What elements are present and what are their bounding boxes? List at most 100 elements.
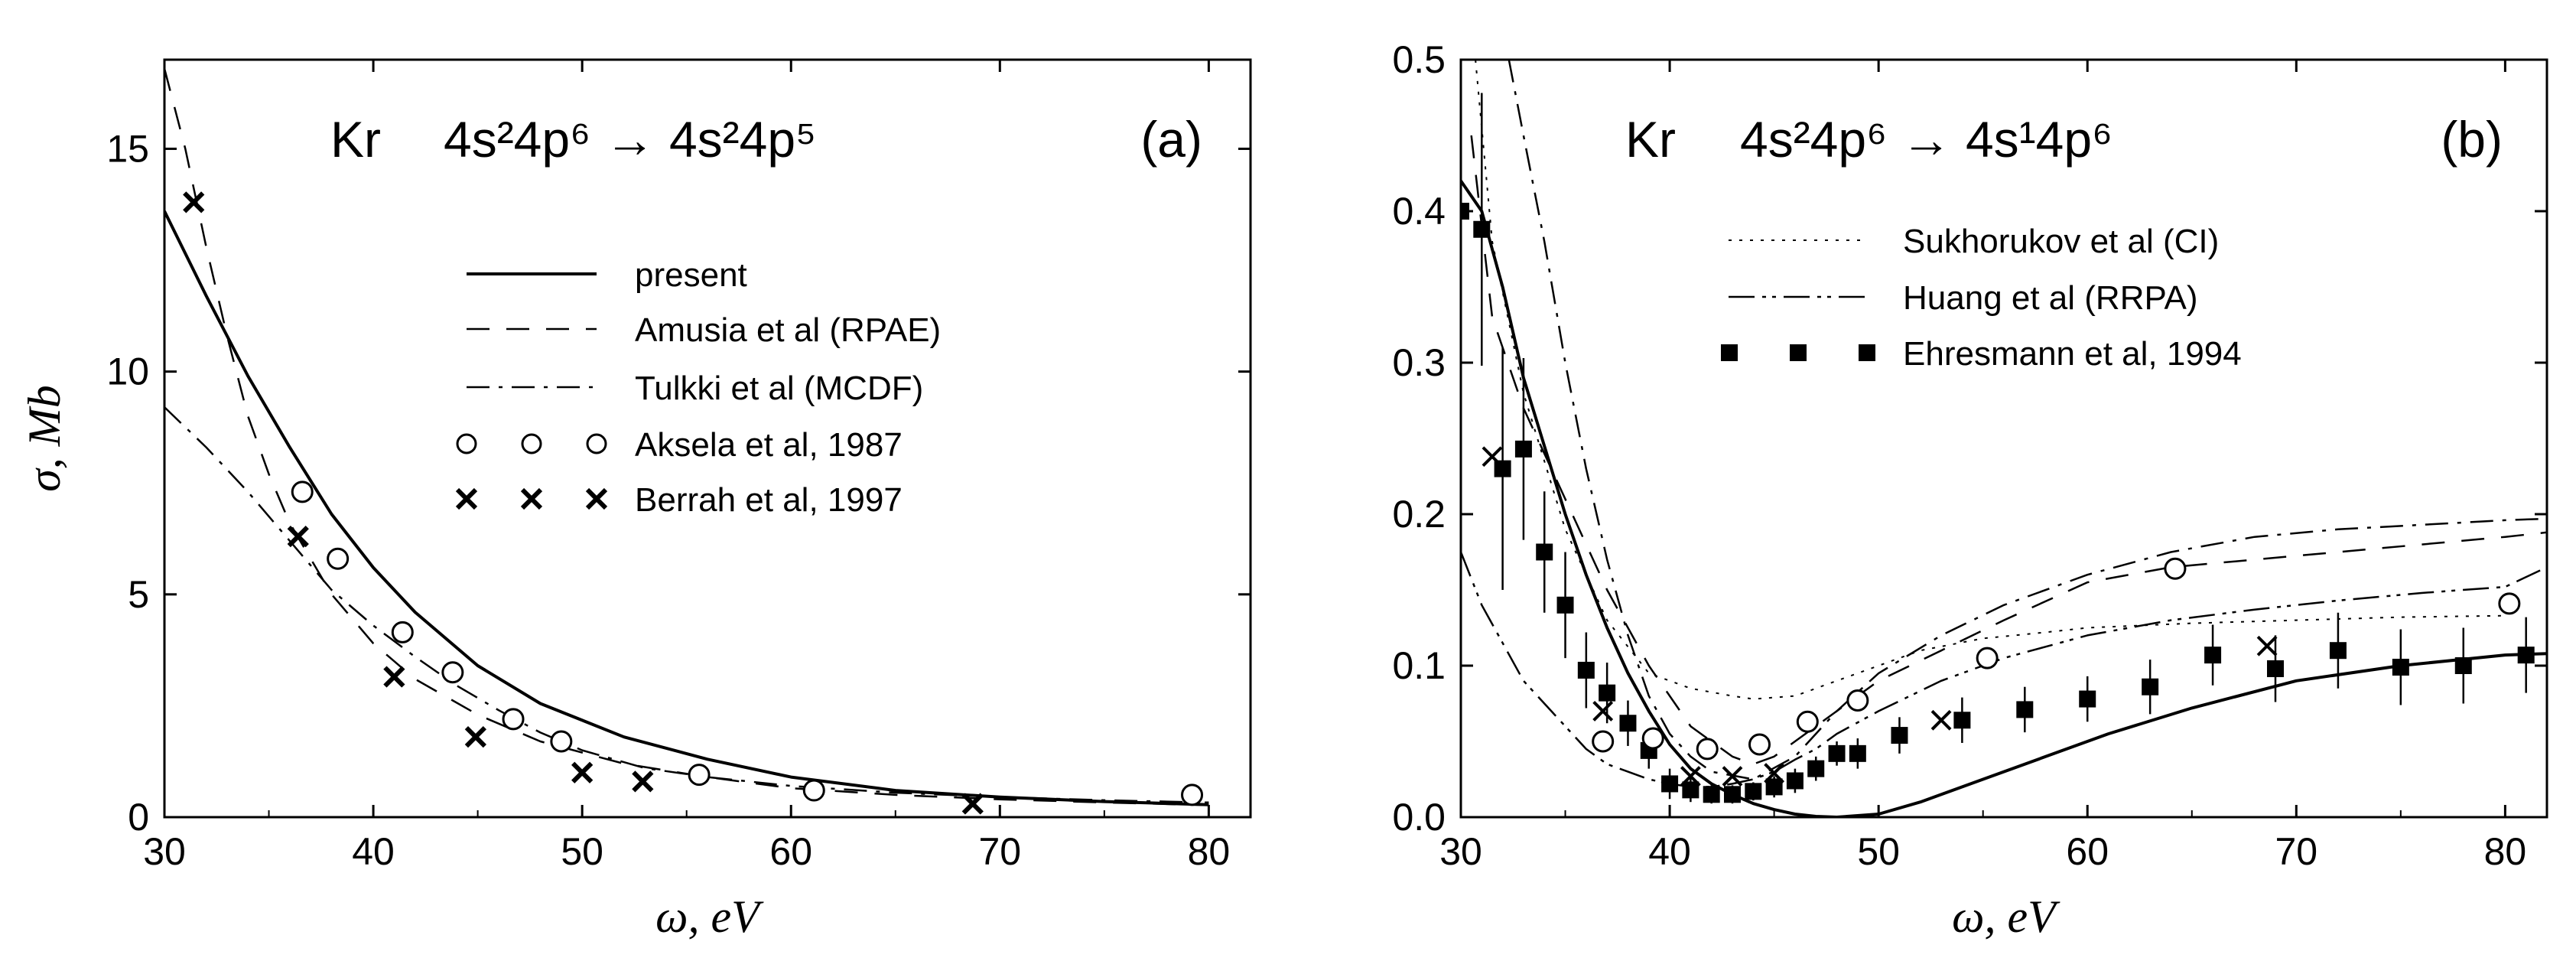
point-aksela-et-al-1987 (1976, 647, 1999, 669)
point-ehresmann-et-al-1994 (1786, 772, 1804, 790)
point-ehresmann-et-al-1994 (2392, 658, 2409, 676)
y-tick-label: 0 (128, 796, 149, 839)
point-ehresmann-et-al-1994 (1745, 783, 1762, 800)
x-tick-label: 60 (769, 830, 812, 873)
x-tick-label: 70 (2275, 830, 2317, 873)
y-tick-label: 0.3 (1392, 341, 1446, 384)
point-berrah-et-al-1997 (183, 191, 205, 213)
point-ehresmann-et-al-1994 (2454, 657, 2472, 674)
x-tick-label: 40 (352, 830, 395, 873)
series-line-amusia-et-al-rpae (1470, 135, 2547, 765)
point-aksela-et-al-1987 (502, 708, 525, 731)
point-aksela-et-al-1987 (1846, 689, 1869, 712)
point-aksela-et-al-1987 (550, 730, 573, 753)
point-aksela-et-al-1987 (1796, 710, 1819, 733)
point-ehresmann-et-al-1994 (1619, 715, 1637, 732)
legend-a-amusia-label: Amusia et al (RPAE) (635, 311, 941, 349)
point-aksela-et-al-1987 (688, 764, 711, 787)
point-ehresmann-et-al-1994 (1661, 775, 1679, 793)
legend-b-huang-label: Huang et al (RRPA) (1903, 279, 2198, 317)
point-berrah-et-al-1997 (1764, 763, 1785, 783)
legend-b-ehresmann-label: Ehresmann et al, 1994 (1903, 335, 2242, 373)
point-aksela-et-al-1987 (1592, 730, 1615, 753)
panel-b-label: (b) (2441, 111, 2503, 168)
point-ehresmann-et-al-1994 (2517, 647, 2535, 664)
point-ehresmann-et-al-1994 (1828, 744, 1846, 762)
x-tick-label: 50 (561, 830, 603, 873)
x-tick-label: 50 (1857, 830, 1900, 873)
y-tick-label: 15 (106, 127, 149, 170)
legend-b-sukhorukov-label: Sukhorukov et al (CI) (1903, 223, 2219, 260)
series-line-tulkki-et-al-mcdf (1508, 60, 2547, 780)
legend-b-ehresmann-sample (1721, 344, 1875, 361)
legend-a-aksela-label: Aksela et al, 1987 (635, 426, 903, 464)
point-ehresmann-et-al-1994 (1765, 778, 1783, 796)
point-aksela-et-al-1987 (1181, 783, 1204, 806)
x-tick-label: 30 (1439, 830, 1482, 873)
panel-b-ticks: 30 40 50 60 70 80 0.0 0.1 0.2 0.3 0.4 0.5 (1392, 38, 2547, 873)
point-aksela-et-al-1987 (2164, 557, 2187, 580)
x-tick-label: 30 (143, 830, 186, 873)
panel-b-legend: Sukhorukov et al (CI) Huang et al (RRPA)… (1721, 223, 2242, 373)
point-aksela-et-al-1987 (2498, 592, 2521, 615)
point-aksela-et-al-1987 (1641, 727, 1664, 750)
panel-a-ylabel: σ, Mb (19, 385, 70, 492)
panel-b-title-transition: 4s²4p⁶ → 4s¹4p⁶ (1740, 111, 2113, 168)
point-ehresmann-et-al-1994 (2142, 678, 2159, 696)
point-aksela-et-al-1987 (1696, 738, 1719, 761)
point-ehresmann-et-al-1994 (1461, 203, 1469, 220)
x-tick-label: 70 (978, 830, 1021, 873)
panel-b-frame (1459, 58, 2548, 819)
point-aksela-et-al-1987 (291, 480, 314, 503)
y-tick-label: 0.0 (1392, 796, 1446, 839)
point-ehresmann-et-al-1994 (1473, 220, 1491, 238)
y-tick-label: 0.5 (1392, 38, 1446, 81)
point-berrah-et-al-1997 (464, 726, 487, 748)
point-ehresmann-et-al-1994 (1724, 786, 1741, 803)
panel-a-curves (164, 68, 1209, 806)
point-ehresmann-et-al-1994 (1556, 596, 1574, 614)
y-tick-label: 0.4 (1392, 190, 1446, 233)
x-tick-label: 80 (2484, 830, 2527, 873)
point-ehresmann-et-al-1994 (1849, 744, 1866, 762)
point-aksela-et-al-1987 (391, 621, 414, 643)
panel-a-legend: present Amusia et al (RPAE) Tulkki et al… (455, 256, 941, 519)
panel-b-title-element: Kr (1625, 111, 1676, 168)
panel-a-xlabel: ω, eV (655, 891, 764, 942)
x-tick-label: 60 (2066, 830, 2109, 873)
panel-a: 30 40 50 60 70 80 0 5 10 15 Kr 4s²4p⁶ → 4s²4p⁵ (a… (19, 58, 1252, 942)
legend-a-present-label: present (635, 256, 747, 294)
point-ehresmann-et-al-1994 (1599, 684, 1616, 702)
x-tick-label: 40 (1648, 830, 1691, 873)
point-aksela-et-al-1987 (327, 547, 350, 570)
y-tick-label: 10 (106, 350, 149, 393)
x-tick-label: 80 (1188, 830, 1231, 873)
point-aksela-et-al-1987 (1748, 733, 1771, 756)
point-ehresmann-et-al-1994 (1953, 712, 1971, 729)
point-ehresmann-et-al-1994 (1514, 440, 1532, 458)
y-tick-label: 0.1 (1392, 644, 1446, 687)
point-berrah-et-al-1997 (1680, 766, 1701, 787)
panel-a-title-transition: 4s²4p⁶ → 4s²4p⁵ (444, 111, 816, 168)
point-aksela-et-al-1987 (802, 779, 825, 802)
point-ehresmann-et-al-1994 (2267, 660, 2284, 677)
point-berrah-et-al-1997 (571, 761, 594, 783)
point-ehresmann-et-al-1994 (1682, 781, 1699, 799)
point-berrah-et-al-1997 (287, 525, 309, 548)
series-line-amusia-et-al-rpae (164, 68, 1209, 806)
series-line-present (164, 210, 1209, 806)
y-tick-label: 0.2 (1392, 493, 1446, 536)
legend-a-aksela-sample (456, 433, 607, 454)
point-berrah-et-al-1997 (2256, 635, 2278, 656)
point-ehresmann-et-al-1994 (1891, 727, 1908, 744)
y-tick-label: 5 (128, 573, 149, 616)
panel-b-xlabel: ω, eV (1952, 891, 2060, 942)
point-berrah-et-al-1997 (961, 793, 984, 815)
point-ehresmann-et-al-1994 (1577, 661, 1595, 679)
panel-b: 30 40 50 60 70 80 0.0 0.1 0.2 0.3 0.4 0.5 Kr 4s²4p⁶… (1392, 38, 2548, 942)
point-berrah-et-al-1997 (1722, 766, 1743, 787)
point-ehresmann-et-al-1994 (2016, 701, 2034, 718)
point-berrah-et-al-1997 (1930, 709, 1952, 731)
point-ehresmann-et-al-1994 (2079, 690, 2096, 708)
